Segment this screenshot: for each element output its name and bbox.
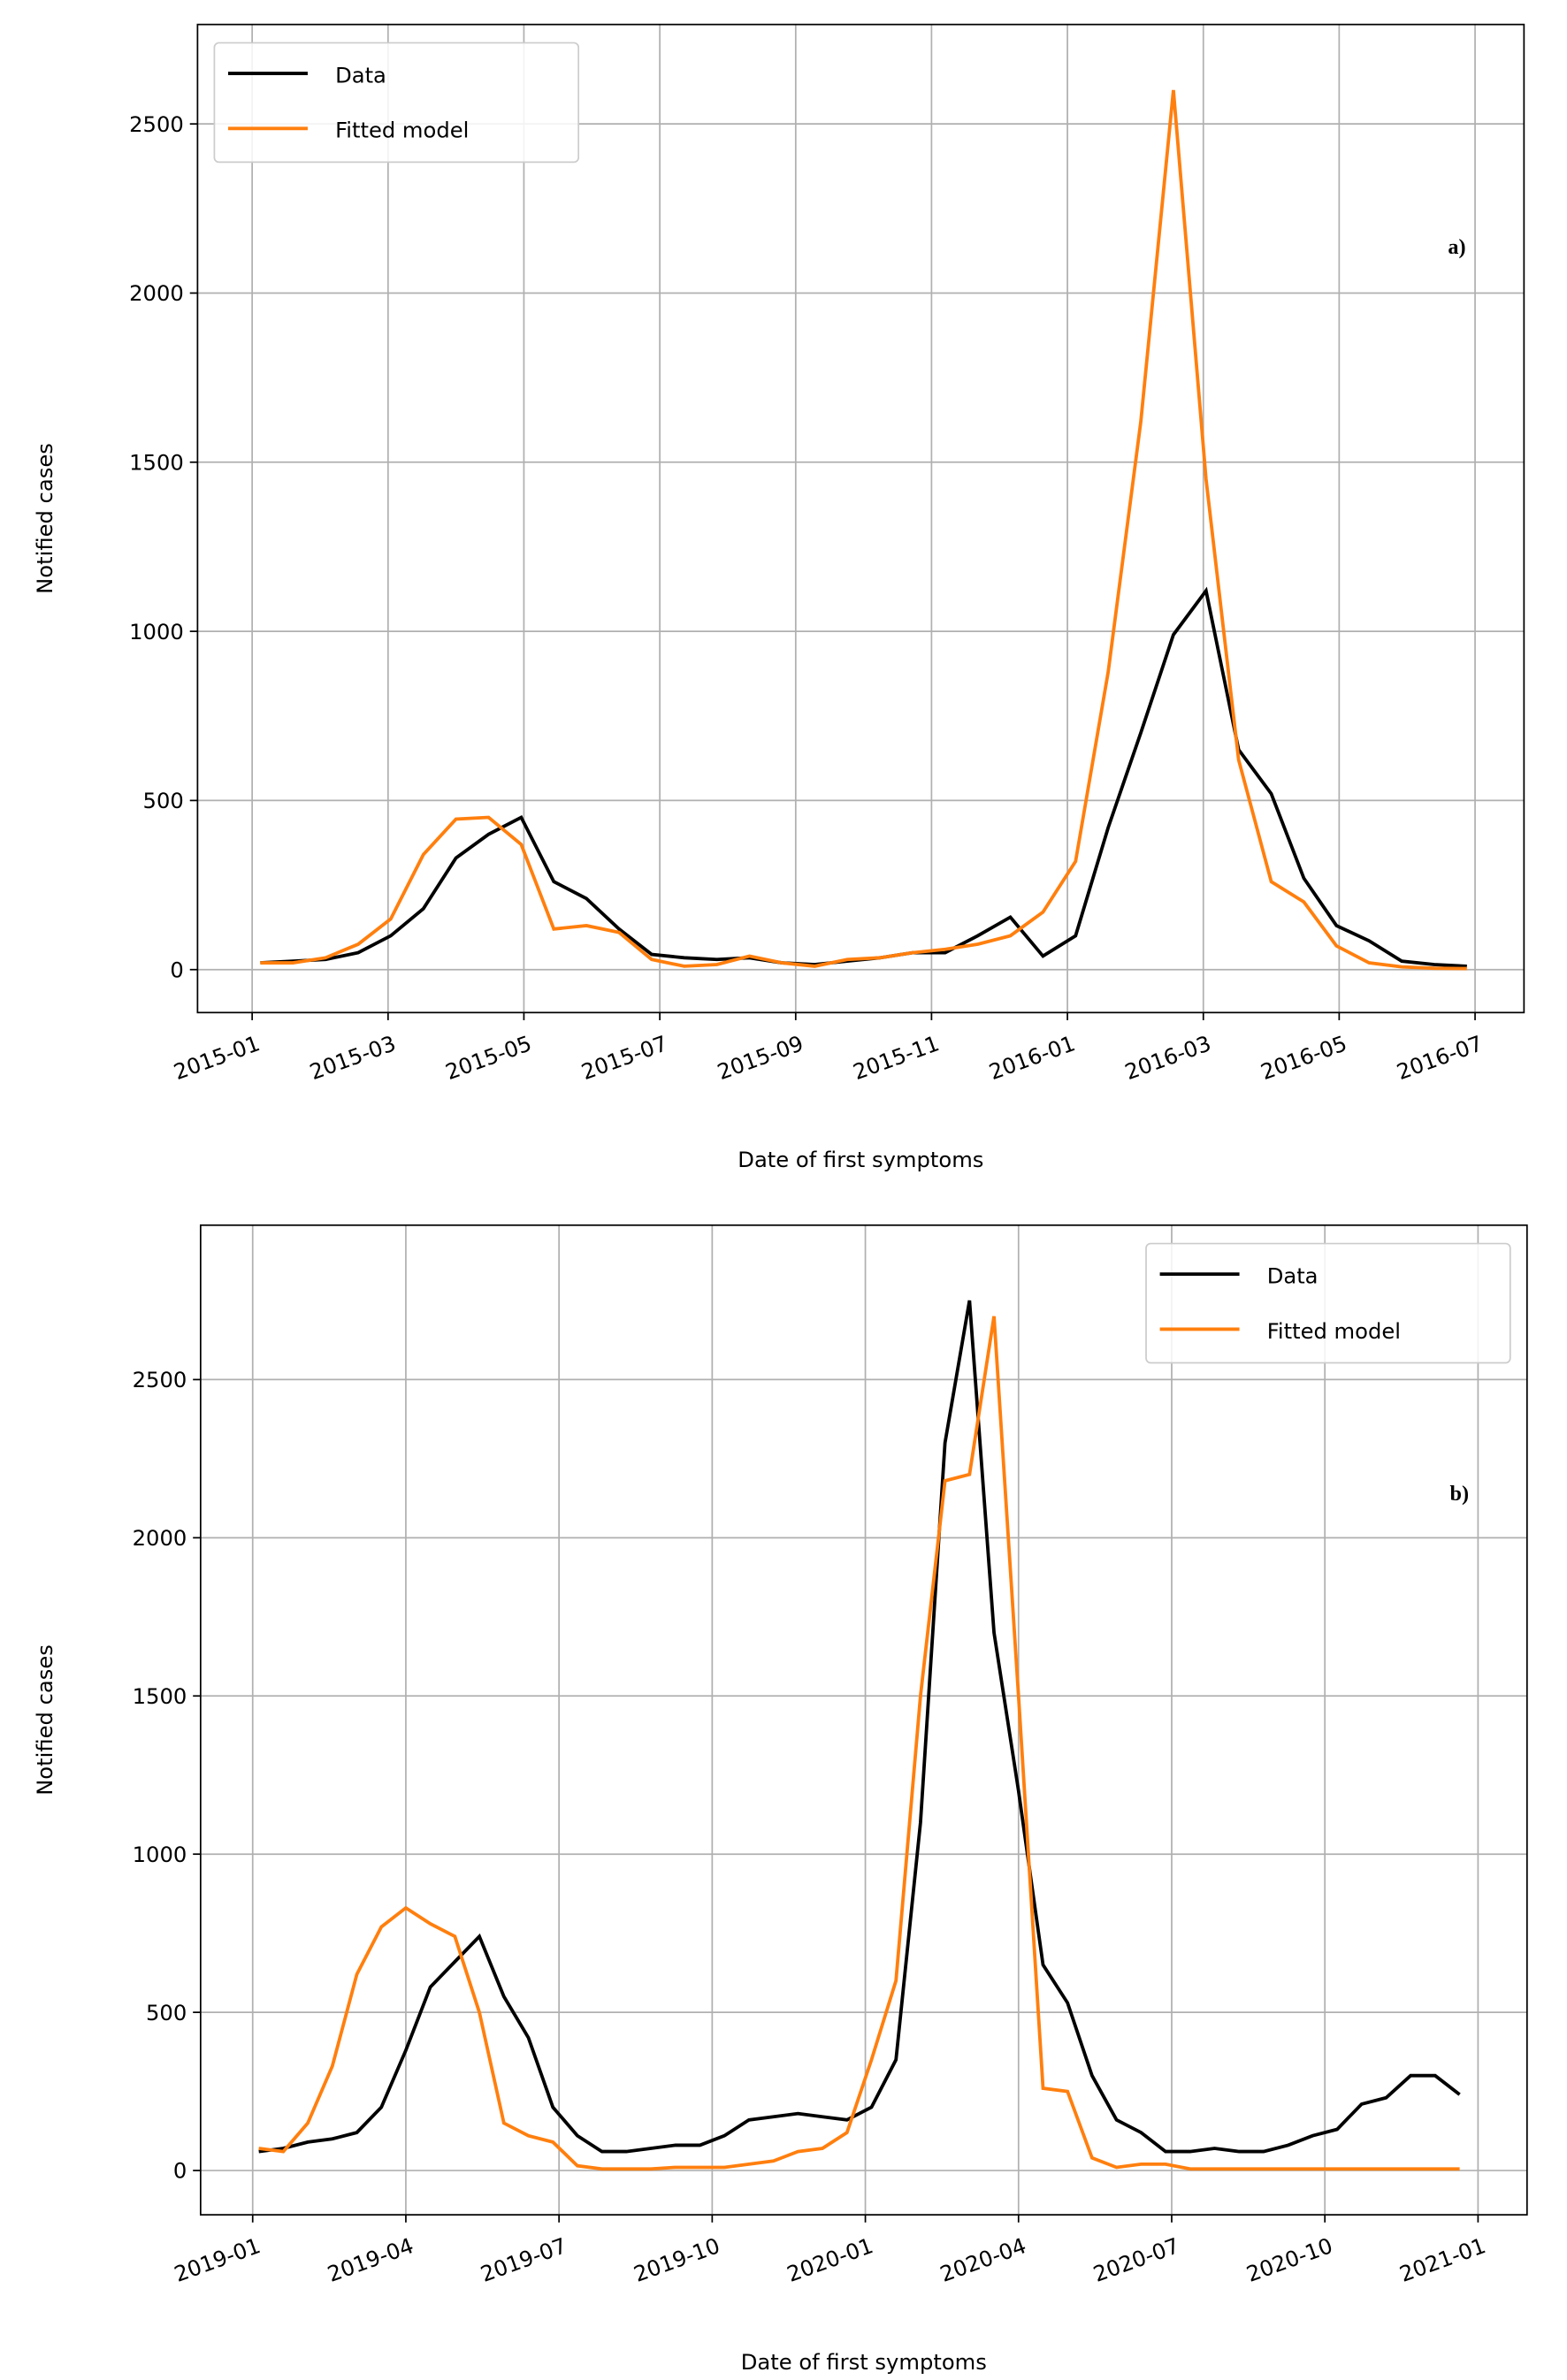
plot-frame	[199, 1224, 1528, 2216]
x-tick-label: 2019-04	[325, 2233, 417, 2287]
y-axis-label: Notified cases	[33, 1644, 57, 1796]
y-tick-label: 2000	[129, 281, 184, 306]
x-tick-label: 2016-03	[1122, 1031, 1215, 1085]
x-tick-label: 2015-07	[578, 1031, 671, 1085]
x-tick-label: 2016-07	[1394, 1031, 1487, 1085]
x-tick-label: 2020-04	[937, 2233, 1030, 2287]
x-tick-label: 2015-01	[171, 1031, 264, 1085]
data-line	[258, 1300, 1461, 2154]
x-tick-label: 2019-10	[631, 2233, 723, 2287]
plot-frame	[196, 23, 1525, 1014]
x-tick-label: 2019-01	[171, 2233, 264, 2287]
y-tick-label: 1000	[129, 620, 184, 645]
x-tick-label: 2016-01	[986, 1031, 1079, 1085]
panel-label: b)	[1450, 1482, 1470, 1506]
y-tick-label: 500	[143, 789, 184, 813]
x-tick-label: 2015-09	[715, 1031, 807, 1085]
x-axis-label: Date of first symptoms	[738, 1148, 983, 1172]
legend-label: Fitted model	[335, 118, 469, 143]
x-tick-label: 2020-10	[1243, 2233, 1336, 2287]
x-tick-label: 2015-03	[307, 1031, 400, 1085]
panel-label: a)	[1448, 235, 1465, 259]
y-tick-label: 1500	[133, 1684, 187, 1709]
legend-label: Fitted model	[1267, 1319, 1401, 1344]
legend-box	[1145, 1242, 1511, 1364]
legend-label: Data	[1267, 1264, 1319, 1289]
x-tick-label: 2015-11	[850, 1031, 943, 1085]
y-tick-label: 0	[170, 957, 183, 982]
data-line	[260, 89, 1467, 971]
y-tick-label: 500	[146, 2001, 187, 2025]
data-line	[260, 586, 1467, 968]
x-tick-label: 2019-07	[478, 2233, 570, 2287]
y-tick-label: 2500	[129, 112, 184, 137]
x-tick-label: 2015-05	[442, 1031, 535, 1085]
x-tick-label: 2016-05	[1257, 1031, 1350, 1085]
y-axis-label: Notified cases	[33, 443, 57, 594]
y-tick-label: 1500	[129, 450, 184, 475]
y-tick-label: 2000	[133, 1526, 187, 1551]
x-tick-label: 2021-01	[1396, 2233, 1489, 2287]
x-axis-label: Date of first symptoms	[741, 2350, 987, 2375]
data-line	[258, 1316, 1460, 2171]
y-tick-label: 1000	[133, 1842, 187, 1867]
y-tick-label: 2500	[133, 1368, 187, 1392]
x-tick-label: 2020-07	[1090, 2233, 1183, 2287]
legend-label: Data	[335, 63, 386, 88]
x-tick-label: 2020-01	[784, 2233, 876, 2287]
legend-box	[213, 42, 580, 164]
y-tick-label: 0	[173, 2159, 187, 2184]
